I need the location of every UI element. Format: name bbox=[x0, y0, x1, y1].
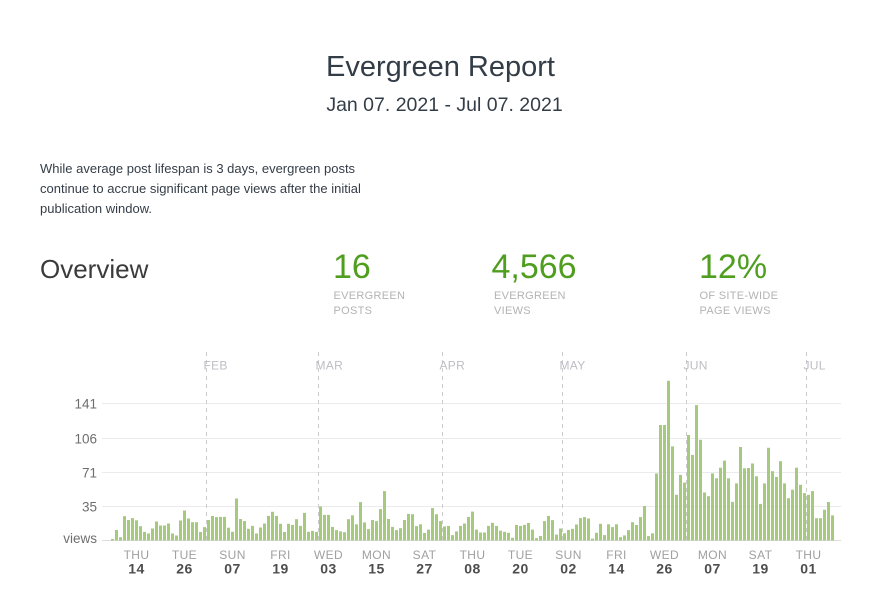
svg-text:SUN: SUN bbox=[219, 548, 246, 562]
svg-text:views: views bbox=[63, 531, 97, 546]
svg-text:MON: MON bbox=[698, 548, 727, 562]
svg-text:THU: THU bbox=[460, 548, 486, 562]
svg-text:SAT: SAT bbox=[413, 548, 437, 562]
svg-text:JUL: JUL bbox=[804, 359, 826, 373]
svg-text:26: 26 bbox=[656, 561, 673, 577]
svg-text:MAR: MAR bbox=[316, 359, 344, 373]
svg-text:27: 27 bbox=[416, 561, 433, 577]
svg-text:14: 14 bbox=[128, 561, 145, 577]
svg-text:19: 19 bbox=[272, 561, 289, 577]
svg-text:26: 26 bbox=[176, 561, 193, 577]
svg-text:71: 71 bbox=[82, 465, 97, 480]
svg-text:THU: THU bbox=[124, 548, 150, 562]
svg-text:20: 20 bbox=[512, 561, 529, 577]
svg-text:01: 01 bbox=[800, 561, 817, 577]
svg-text:WED: WED bbox=[650, 548, 679, 562]
svg-text:WED: WED bbox=[314, 548, 343, 562]
svg-text:14: 14 bbox=[608, 561, 625, 577]
svg-text:FRI: FRI bbox=[606, 548, 627, 562]
svg-text:07: 07 bbox=[224, 561, 241, 577]
svg-text:03: 03 bbox=[320, 561, 337, 577]
svg-text:TUE: TUE bbox=[172, 548, 197, 562]
svg-text:TUE: TUE bbox=[508, 548, 533, 562]
svg-text:MON: MON bbox=[362, 548, 391, 562]
svg-text:FRI: FRI bbox=[270, 548, 291, 562]
svg-text:35: 35 bbox=[82, 499, 97, 514]
svg-text:02: 02 bbox=[560, 561, 577, 577]
svg-text:SUN: SUN bbox=[555, 548, 582, 562]
svg-text:FEB: FEB bbox=[204, 359, 228, 373]
svg-text:19: 19 bbox=[752, 561, 769, 577]
svg-text:106: 106 bbox=[74, 431, 97, 446]
svg-text:JUN: JUN bbox=[684, 359, 708, 373]
svg-text:APR: APR bbox=[440, 359, 466, 373]
svg-text:SAT: SAT bbox=[749, 548, 773, 562]
svg-text:141: 141 bbox=[74, 396, 97, 411]
svg-text:MAY: MAY bbox=[560, 359, 586, 373]
svg-text:07: 07 bbox=[704, 561, 721, 577]
svg-text:THU: THU bbox=[796, 548, 822, 562]
svg-text:15: 15 bbox=[368, 561, 385, 577]
svg-text:08: 08 bbox=[464, 561, 481, 577]
